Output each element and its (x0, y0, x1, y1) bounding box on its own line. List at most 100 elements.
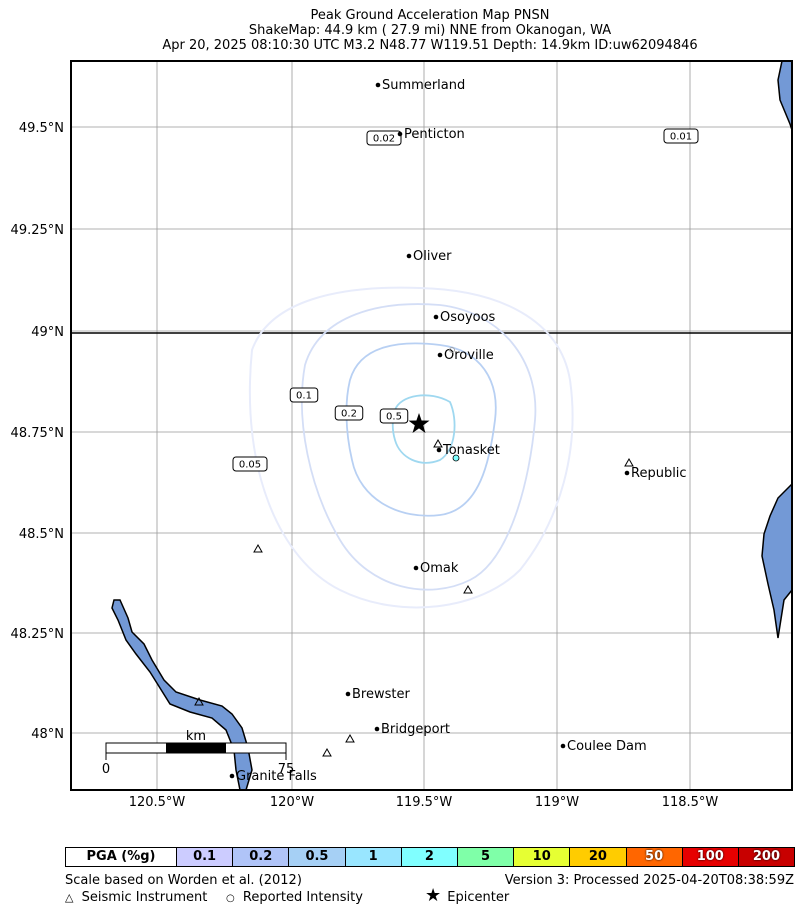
city-dot-icon (229, 773, 235, 779)
svg-text:0.01: 0.01 (670, 132, 692, 143)
epicenter-star (408, 413, 430, 433)
lake-columbia-west (111, 599, 253, 790)
station-triangle (463, 584, 473, 594)
svg-text:0.02: 0.02 (373, 134, 395, 145)
lon-tick-label: 119.5°W (396, 795, 453, 810)
city-tonasket: Tonasket (436, 443, 500, 458)
city-label: Oroville (444, 348, 494, 363)
contour-label: 0.5 (379, 408, 409, 424)
city-label: Summerland (382, 78, 465, 93)
lat-tick-label: 49.5°N (19, 121, 64, 136)
key-epicenter: ★ Epicenter (425, 885, 510, 906)
lat-tick-label: 49.25°N (11, 223, 64, 238)
scale-start: 0 (102, 762, 110, 777)
lake-top-right (777, 61, 792, 131)
map-title-line1: Peak Ground Acceleration Map PNSN (310, 8, 550, 23)
lat-tick-label: 48.75°N (11, 426, 64, 441)
longitude-ticks: 120.5°W 120°W 119.5°W 119°W 118.5°W (129, 795, 719, 810)
seismic-stations (194, 438, 634, 757)
svg-text:0.1: 0.1 (296, 391, 312, 402)
map-title-line2: ShakeMap: 44.9 km ( 27.9 mi) NNE from Ok… (248, 23, 612, 38)
legend-swatch: 100 (681, 848, 738, 866)
city-oroville: Oroville (437, 348, 494, 363)
city-dot-icon (375, 82, 381, 88)
city-dot-icon (560, 743, 566, 749)
legend-swatch: 5 (456, 848, 514, 866)
city-dot-icon (374, 726, 380, 732)
city-dot-icon (413, 565, 419, 571)
latitude-ticks: 49.5°N 49.25°N 49°N 48.75°N 48.5°N 48.25°N 48°… (11, 121, 64, 742)
city-dot-icon (406, 253, 412, 259)
scale-note: Scale based on Worden et al. (2012) (65, 873, 302, 888)
pga-legend: PGA (%g) 0.1 0.2 0.5 1 2 5 10 20 50 100 200 (65, 847, 795, 867)
lat-tick-label: 48.5°N (19, 527, 64, 542)
city-dot-icon (436, 447, 442, 453)
contour-label: 0.2 (334, 405, 364, 421)
legend-swatch: 2 (400, 848, 457, 866)
city-bridgeport: Bridgeport (374, 722, 450, 737)
legend-swatch: 20 (569, 848, 626, 866)
lat-tick-label: 48°N (31, 727, 64, 742)
city-summerland: Summerland (375, 78, 465, 93)
contour-label: 0.1 (289, 387, 319, 403)
city-granite-falls: Granite Falls (229, 769, 317, 784)
legend-swatch: 10 (513, 848, 570, 866)
city-label: Omak (420, 561, 459, 576)
city-oliver: Oliver (406, 249, 452, 264)
city-dot-icon (433, 314, 439, 320)
station-triangle (433, 438, 443, 448)
city-coulee-dam: Coulee Dam (560, 739, 647, 754)
cities: Summerland Penticton Oliver Osoyoos Oroville… (229, 78, 687, 784)
lon-tick-label: 120.5°W (129, 795, 186, 810)
city-dot-icon (345, 691, 351, 697)
legend-swatch: 0.5 (288, 848, 345, 866)
station-triangle (194, 696, 204, 706)
station-triangle (253, 543, 263, 553)
city-dot-icon (437, 352, 443, 358)
legend-swatch: 0.1 (176, 848, 233, 866)
circle-icon: ○ (226, 893, 235, 904)
legend-title: PGA (%g) (66, 848, 176, 866)
scale-unit: km (186, 729, 206, 744)
station-triangle (624, 457, 634, 467)
city-label: Penticton (404, 127, 465, 142)
shakemap: 49.5°N 49.25°N 49°N 48.75°N 48.5°N 48.25°N 48°… (11, 60, 793, 810)
svg-text:0.5: 0.5 (386, 412, 402, 423)
lon-tick-label: 118.5°W (662, 795, 719, 810)
key-instrument: △ Seismic Instrument (65, 890, 208, 905)
city-label: Republic (631, 466, 687, 481)
legend-swatch: 50 (625, 848, 682, 866)
city-republic: Republic (624, 466, 687, 481)
triangle-icon: △ (65, 891, 74, 904)
map-frame (70, 60, 793, 791)
lake-east-right (761, 482, 792, 639)
city-omak: Omak (413, 561, 459, 576)
svg-text:0.05: 0.05 (239, 460, 261, 471)
city-osoyoos: Osoyoos (433, 310, 496, 325)
scale-end: 75 (278, 762, 295, 777)
city-dot-icon (624, 470, 630, 476)
reported-intensity-marker (449, 347, 455, 353)
city-label: Granite Falls (236, 769, 317, 784)
map-title-line3: Apr 20, 2025 08:10:30 UTC M3.2 N48.77 W1… (162, 38, 698, 53)
city-label: Osoyoos (440, 310, 496, 325)
city-label: Brewster (352, 687, 410, 702)
lat-tick-label: 48.25°N (11, 627, 64, 642)
lon-tick-label: 120°W (270, 795, 314, 810)
legend-swatch: 1 (344, 848, 401, 866)
star-icon: ★ (425, 885, 442, 906)
contour-label: 0.02 (366, 130, 402, 146)
city-penticton: Penticton (397, 127, 465, 142)
contour-labels: 0.02 0.01 0.1 0.2 0.5 0.05 (232, 128, 699, 472)
city-label: Bridgeport (381, 722, 450, 737)
pga-contours (248, 286, 574, 609)
station-triangle (345, 733, 355, 743)
key-intensity: ○ Reported Intensity (226, 890, 363, 905)
city-brewster: Brewster (345, 687, 410, 702)
contour-label: 0.05 (232, 456, 268, 472)
svg-text:0.2: 0.2 (341, 409, 357, 420)
city-dot-icon (397, 131, 403, 137)
city-label: Oliver (413, 249, 452, 264)
city-label: Tonasket (442, 443, 500, 458)
reported-intensity-marker (452, 454, 460, 462)
